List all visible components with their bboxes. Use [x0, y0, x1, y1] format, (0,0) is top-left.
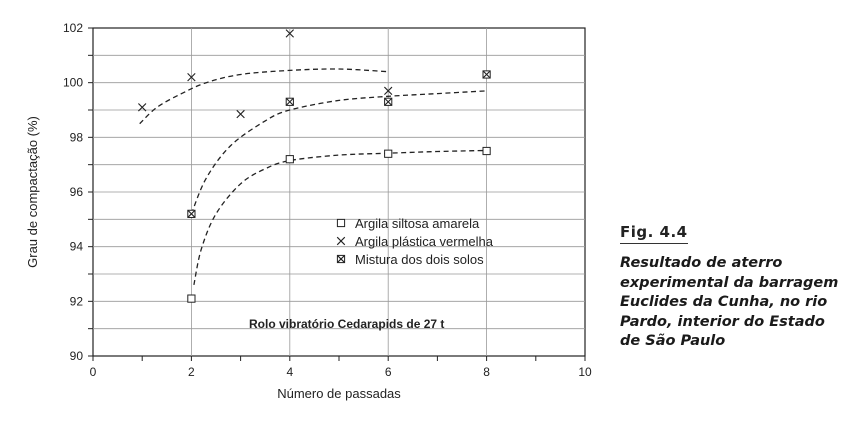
y-tick-label: 92 [70, 294, 84, 308]
legend-label-0: Argila siltosa amarela [355, 216, 480, 231]
trend-lines [139, 68, 487, 286]
legend-marker-2 [336, 254, 346, 264]
data-points [138, 29, 491, 303]
data-point-series-0 [482, 146, 491, 156]
data-point-series-0-box [482, 146, 491, 156]
legend-label-2: Mistura dos dois solos [355, 252, 484, 267]
data-point-series-2 [187, 209, 196, 218]
y-tick-label: 98 [70, 130, 84, 144]
y-axis-label: Grau de compactação (%) [25, 116, 40, 268]
trend-line-series-2 [190, 90, 487, 215]
legend: Argila siltosa amarela Argila plástica ve… [336, 216, 494, 267]
trend-line-series-1 [139, 68, 389, 125]
y-tick-label: 100 [63, 76, 83, 90]
trend-line-series-0 [193, 149, 487, 286]
data-point-series-2 [285, 97, 294, 106]
data-point-series-1 [236, 109, 245, 119]
data-point-series-2 [384, 97, 393, 106]
data-point-series-2 [482, 70, 491, 79]
legend-marker-2-stroke [337, 255, 345, 263]
x-tick-label: 6 [385, 365, 392, 379]
figure-caption-text: Resultado de aterro experimental da barr… [620, 255, 839, 349]
data-point-series-2-stroke [483, 70, 491, 79]
data-point-series-0 [285, 155, 294, 164]
legend-label-1: Argila plástica vermelha [355, 234, 494, 249]
data-point-series-1-stroke [285, 29, 294, 38]
x-tick-label: 2 [188, 365, 195, 379]
axis-ticks: 0 2 4 6 8 10 90 92 94 96 98 100 102 [63, 21, 592, 379]
data-point-series-0 [187, 294, 196, 303]
data-point-series-1 [187, 73, 196, 82]
data-point-series-0-box [384, 149, 393, 158]
data-point-series-0 [384, 149, 393, 158]
data-point-series-1 [285, 29, 294, 38]
data-point-series-1 [384, 86, 393, 96]
data-point-series-2-stroke [286, 98, 294, 106]
x-axis-label: Número de passadas [277, 386, 401, 401]
chart-annotation: Rolo vibratório Cedarapids de 27 t [249, 317, 444, 331]
figure-number: Fig. 4.4 [620, 223, 688, 244]
data-point-series-2-stroke [187, 210, 195, 218]
data-point-series-1-stroke [236, 109, 245, 119]
y-tick-label: 90 [70, 349, 84, 363]
x-tick-label: 0 [90, 365, 97, 379]
figure-caption: Fig. 4.4 Resultado de aterro experimenta… [620, 222, 848, 352]
x-tick-label: 4 [286, 365, 293, 379]
data-point-series-1 [138, 103, 147, 112]
data-point-series-1-stroke [187, 73, 196, 82]
legend-marker-1-stroke [336, 236, 346, 246]
y-tick-label: 94 [70, 240, 84, 254]
data-point-series-0-box [187, 294, 196, 303]
legend-marker-1 [336, 236, 346, 246]
y-tick-label: 96 [70, 185, 84, 199]
data-point-series-1-stroke [384, 86, 393, 96]
y-tick-label: 102 [63, 21, 83, 35]
x-tick-label: 10 [578, 365, 592, 379]
legend-marker-0 [336, 218, 346, 228]
data-point-series-1-stroke [138, 103, 147, 112]
data-point-series-2-stroke [384, 98, 392, 106]
legend-marker-0-box [336, 218, 346, 228]
x-tick-label: 8 [483, 365, 490, 379]
data-point-series-0-box [285, 155, 294, 164]
